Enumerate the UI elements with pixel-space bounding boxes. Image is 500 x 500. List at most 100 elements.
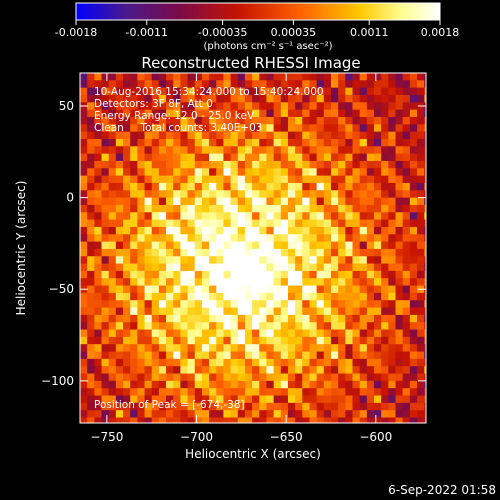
heatmap-cell xyxy=(216,241,224,250)
heatmap-cell xyxy=(244,146,253,155)
heatmap-cell xyxy=(359,270,368,279)
heatmap-cell xyxy=(388,263,397,272)
heatmap-cell xyxy=(137,219,146,228)
heatmap-cell xyxy=(330,219,339,228)
heatmap-cell xyxy=(87,292,95,301)
heatmap-cell xyxy=(395,373,404,382)
heatmap-cell xyxy=(287,278,296,287)
heatmap-cell xyxy=(252,153,260,162)
heatmap-cell xyxy=(252,285,260,294)
heatmap-cell xyxy=(374,248,382,257)
heatmap-cell xyxy=(201,292,210,301)
heatmap-cell xyxy=(395,263,404,272)
heatmap-cell xyxy=(237,344,246,353)
heatmap-cell xyxy=(287,190,296,199)
heatmap-cell xyxy=(201,226,210,235)
heatmap-cell xyxy=(374,73,382,81)
heatmap-cell xyxy=(173,80,181,89)
heatmap-cell xyxy=(316,278,325,287)
heatmap-cell xyxy=(87,402,95,411)
heatmap-cell xyxy=(166,410,174,418)
annotation-detectors: Detectors: 3F 8F, Att 0 xyxy=(94,98,213,110)
heatmap-cell xyxy=(194,219,203,228)
heatmap-cell xyxy=(180,380,189,389)
heatmap-cell xyxy=(101,197,110,206)
heatmap-cell xyxy=(273,395,282,404)
heatmap-cell xyxy=(352,87,361,96)
heatmap-cell xyxy=(287,395,296,404)
heatmap-cell xyxy=(180,219,189,228)
heatmap-cell xyxy=(237,73,246,81)
heatmap-cell xyxy=(402,124,411,133)
heatmap-cell xyxy=(223,182,232,191)
heatmap-cell xyxy=(123,87,131,96)
heatmap-cell xyxy=(216,212,224,221)
heatmap-cell xyxy=(230,131,239,140)
heatmap-cell xyxy=(409,212,418,221)
heatmap-cell xyxy=(388,417,397,423)
heatmap-cell xyxy=(252,116,260,125)
heatmap-cell xyxy=(309,285,318,294)
heatmap-cell xyxy=(374,212,382,221)
heatmap-cell xyxy=(87,204,95,213)
heatmap-cell xyxy=(108,94,117,103)
heatmap-cell xyxy=(316,138,325,147)
heatmap-cell xyxy=(424,248,426,257)
heatmap-cell xyxy=(216,314,224,323)
heatmap-cell xyxy=(187,73,196,81)
heatmap-cell xyxy=(302,219,310,228)
heatmap-cell xyxy=(187,278,196,287)
heatmap-cell xyxy=(338,241,346,250)
heatmap-cell xyxy=(230,373,239,382)
heatmap-cell xyxy=(273,336,282,345)
heatmap-cell xyxy=(266,358,275,367)
heatmap-cell xyxy=(409,138,418,147)
heatmap-cell xyxy=(388,256,397,265)
heatmap-cell xyxy=(395,109,404,118)
heatmap-cell xyxy=(173,285,181,294)
heatmap-cell xyxy=(201,248,210,257)
heatmap-cell xyxy=(352,270,361,279)
heatmap-cell xyxy=(180,197,189,206)
heatmap-cell xyxy=(259,168,267,177)
heatmap-cell xyxy=(252,73,260,81)
heatmap-cell xyxy=(338,219,346,228)
heatmap-cell xyxy=(151,87,160,96)
heatmap-cell xyxy=(409,380,418,389)
heatmap-cell xyxy=(366,197,375,206)
heatmap-cell xyxy=(252,197,260,206)
heatmap-cell xyxy=(402,388,411,397)
heatmap-cell xyxy=(345,366,353,375)
heatmap-cell xyxy=(123,410,131,418)
heatmap-cell xyxy=(302,270,310,279)
heatmap-cell xyxy=(266,300,275,309)
heatmap-cell xyxy=(424,94,426,103)
heatmap-cell xyxy=(166,380,174,389)
heatmap-cell xyxy=(115,270,124,279)
heatmap-cell xyxy=(316,124,325,133)
heatmap-cell xyxy=(201,278,210,287)
heatmap-cell xyxy=(374,270,382,279)
heatmap-cell xyxy=(273,300,282,309)
heatmap-cell xyxy=(216,138,224,147)
heatmap-cell xyxy=(381,175,389,184)
heatmap-cell xyxy=(108,380,117,389)
heatmap-cell xyxy=(158,322,167,331)
heatmap-cell xyxy=(374,241,382,250)
heatmap-cell xyxy=(158,314,167,323)
heatmap-cell xyxy=(309,373,318,382)
heatmap-cell xyxy=(115,124,124,133)
heatmap-cell xyxy=(359,241,368,250)
heatmap-cell xyxy=(402,190,411,199)
heatmap-cell xyxy=(409,116,418,125)
heatmap-cell xyxy=(381,197,389,206)
heatmap-cell xyxy=(359,329,368,338)
heatmap-cell xyxy=(173,263,181,272)
heatmap-cell xyxy=(381,358,389,367)
heatmap-cell xyxy=(216,197,224,206)
heatmap-cell xyxy=(402,160,411,169)
heatmap-cell xyxy=(201,402,210,411)
heatmap-cell xyxy=(352,351,361,360)
heatmap-cell xyxy=(259,256,267,265)
heatmap-cell xyxy=(80,351,88,360)
